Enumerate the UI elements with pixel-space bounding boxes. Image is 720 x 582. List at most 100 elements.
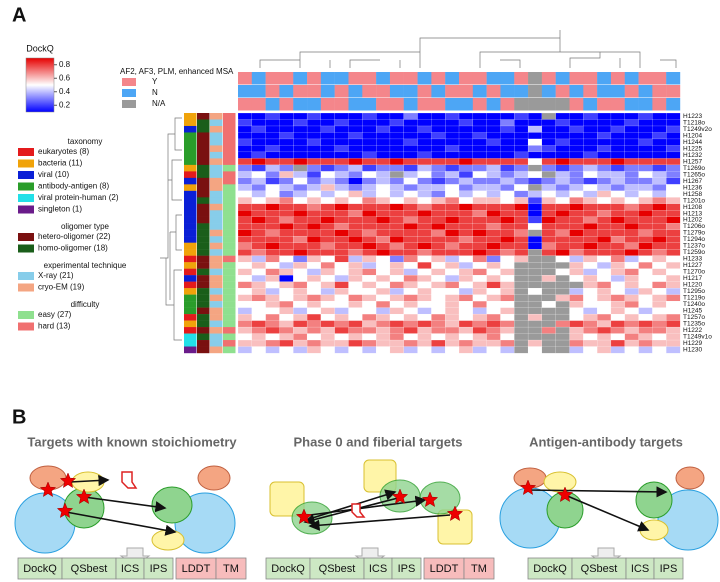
metric-label: ICS [121, 563, 139, 575]
heatmap-cell [306, 145, 322, 153]
heatmap-cell [652, 112, 667, 120]
heatmap-cell [541, 320, 556, 328]
heatmap-cell [527, 138, 543, 146]
metric-label: TM [223, 563, 239, 575]
heatmap-cell [514, 119, 529, 127]
heatmap-cell [569, 346, 584, 354]
legend-label: viral (10) [38, 170, 69, 179]
heatmap-cell [431, 145, 446, 153]
heatmap-cell [486, 307, 501, 315]
heatmap-cell [362, 346, 377, 354]
heatmap-cell [472, 223, 487, 231]
heatmap-cell [417, 326, 432, 334]
row-annotation-cell [210, 340, 223, 347]
heatmap-cell [652, 229, 667, 237]
heatmap-cell [555, 255, 570, 263]
heatmap-cell [417, 281, 432, 289]
heatmap-cell [334, 216, 349, 224]
heatmap-cell [527, 268, 543, 276]
panel-title: Phase 0 and fiberial targets [293, 434, 462, 449]
heatmap-cell [293, 281, 308, 289]
heatmap-cell [597, 190, 612, 198]
heatmap-cell [403, 216, 418, 224]
heatmap-cell [279, 145, 294, 153]
heatmap-cell [569, 281, 584, 289]
heatmap-cell [638, 326, 653, 334]
heatmap-cell [569, 275, 584, 282]
heatmap-cell [389, 326, 405, 334]
heatmap-cell [624, 158, 639, 166]
heatmap-cell [265, 229, 280, 237]
heatmap-cell [376, 223, 391, 231]
heatmap-cell [334, 242, 349, 250]
heatmap-cell [597, 132, 612, 140]
heatmap-cell [348, 242, 363, 250]
heatmap-cell [251, 268, 266, 276]
heatmap-cell [652, 255, 667, 263]
row-annotation-cell [197, 210, 210, 217]
heatmap-cell [527, 339, 543, 347]
heatmap-cell [320, 119, 335, 127]
heatmap-cell [306, 171, 322, 179]
heatmap-cell [279, 184, 294, 192]
heatmap-cell [555, 164, 570, 172]
row-annotation-cell [223, 314, 236, 321]
heatmap-cell [583, 164, 598, 172]
row-annotation-cell [223, 327, 236, 334]
row-annotation-cell [210, 275, 223, 282]
annotation-cell [431, 85, 446, 98]
heatmap-cell [445, 307, 460, 315]
heatmap-cell [458, 145, 474, 153]
heatmap-cell [514, 275, 529, 282]
annotation-cell [472, 72, 487, 85]
row-annotation-cell [223, 320, 236, 328]
heatmap-cell [458, 288, 474, 295]
colorbar-tick-label: 0.4 [59, 87, 71, 96]
heatmap-cell [334, 210, 349, 218]
heatmap-cell [569, 313, 584, 321]
heatmap-cell [610, 236, 626, 244]
heatmap-cell [569, 177, 584, 185]
left-dendrogram [160, 117, 182, 341]
heatmap-cell [652, 242, 667, 250]
row-label: H1257 [683, 158, 703, 165]
star [421, 491, 439, 508]
heatmap-cell [610, 223, 626, 231]
heatmap-cell [445, 216, 460, 224]
heatmap-cell [610, 112, 626, 120]
heatmap-cell [666, 275, 681, 282]
heatmap-cell [541, 158, 556, 166]
row-annotation-cell [210, 333, 223, 341]
heatmap-cell [445, 301, 460, 308]
metric-box [463, 557, 495, 580]
heatmap-cell [417, 112, 432, 120]
metric-box [653, 557, 684, 580]
heatmap-cell [348, 249, 363, 257]
heatmap-cell [666, 177, 681, 185]
row-annotation-cell [210, 281, 223, 289]
heatmap-cell [417, 301, 432, 308]
heatmap-cell [541, 307, 556, 315]
heatmap-cell [555, 288, 570, 295]
heatmap-cell [624, 190, 639, 198]
panel-title: Targets with known stoichiometry [27, 434, 237, 449]
heatmap-cell [362, 301, 377, 308]
heatmap-cell [362, 242, 377, 250]
heatmap-cell [624, 262, 639, 269]
heatmap-cell [376, 171, 391, 179]
heatmap-cell [237, 326, 253, 334]
heatmap-cell [431, 184, 446, 192]
heatmap-cell [541, 242, 556, 250]
heatmap-cell [389, 138, 405, 146]
row-annotation-cell [223, 164, 236, 172]
row-annotation-cell [184, 249, 197, 256]
heatmap-cell [376, 255, 391, 263]
legend-title: taxonomy [68, 137, 103, 146]
heatmap-cell [293, 326, 308, 334]
heatmap-cell [362, 125, 377, 133]
row-label: T1249v2o [683, 126, 712, 133]
diagram-right [499, 466, 719, 567]
heatmap-cell [362, 184, 377, 192]
annotation-cell [334, 85, 349, 98]
row-annotation-cell [210, 138, 223, 146]
